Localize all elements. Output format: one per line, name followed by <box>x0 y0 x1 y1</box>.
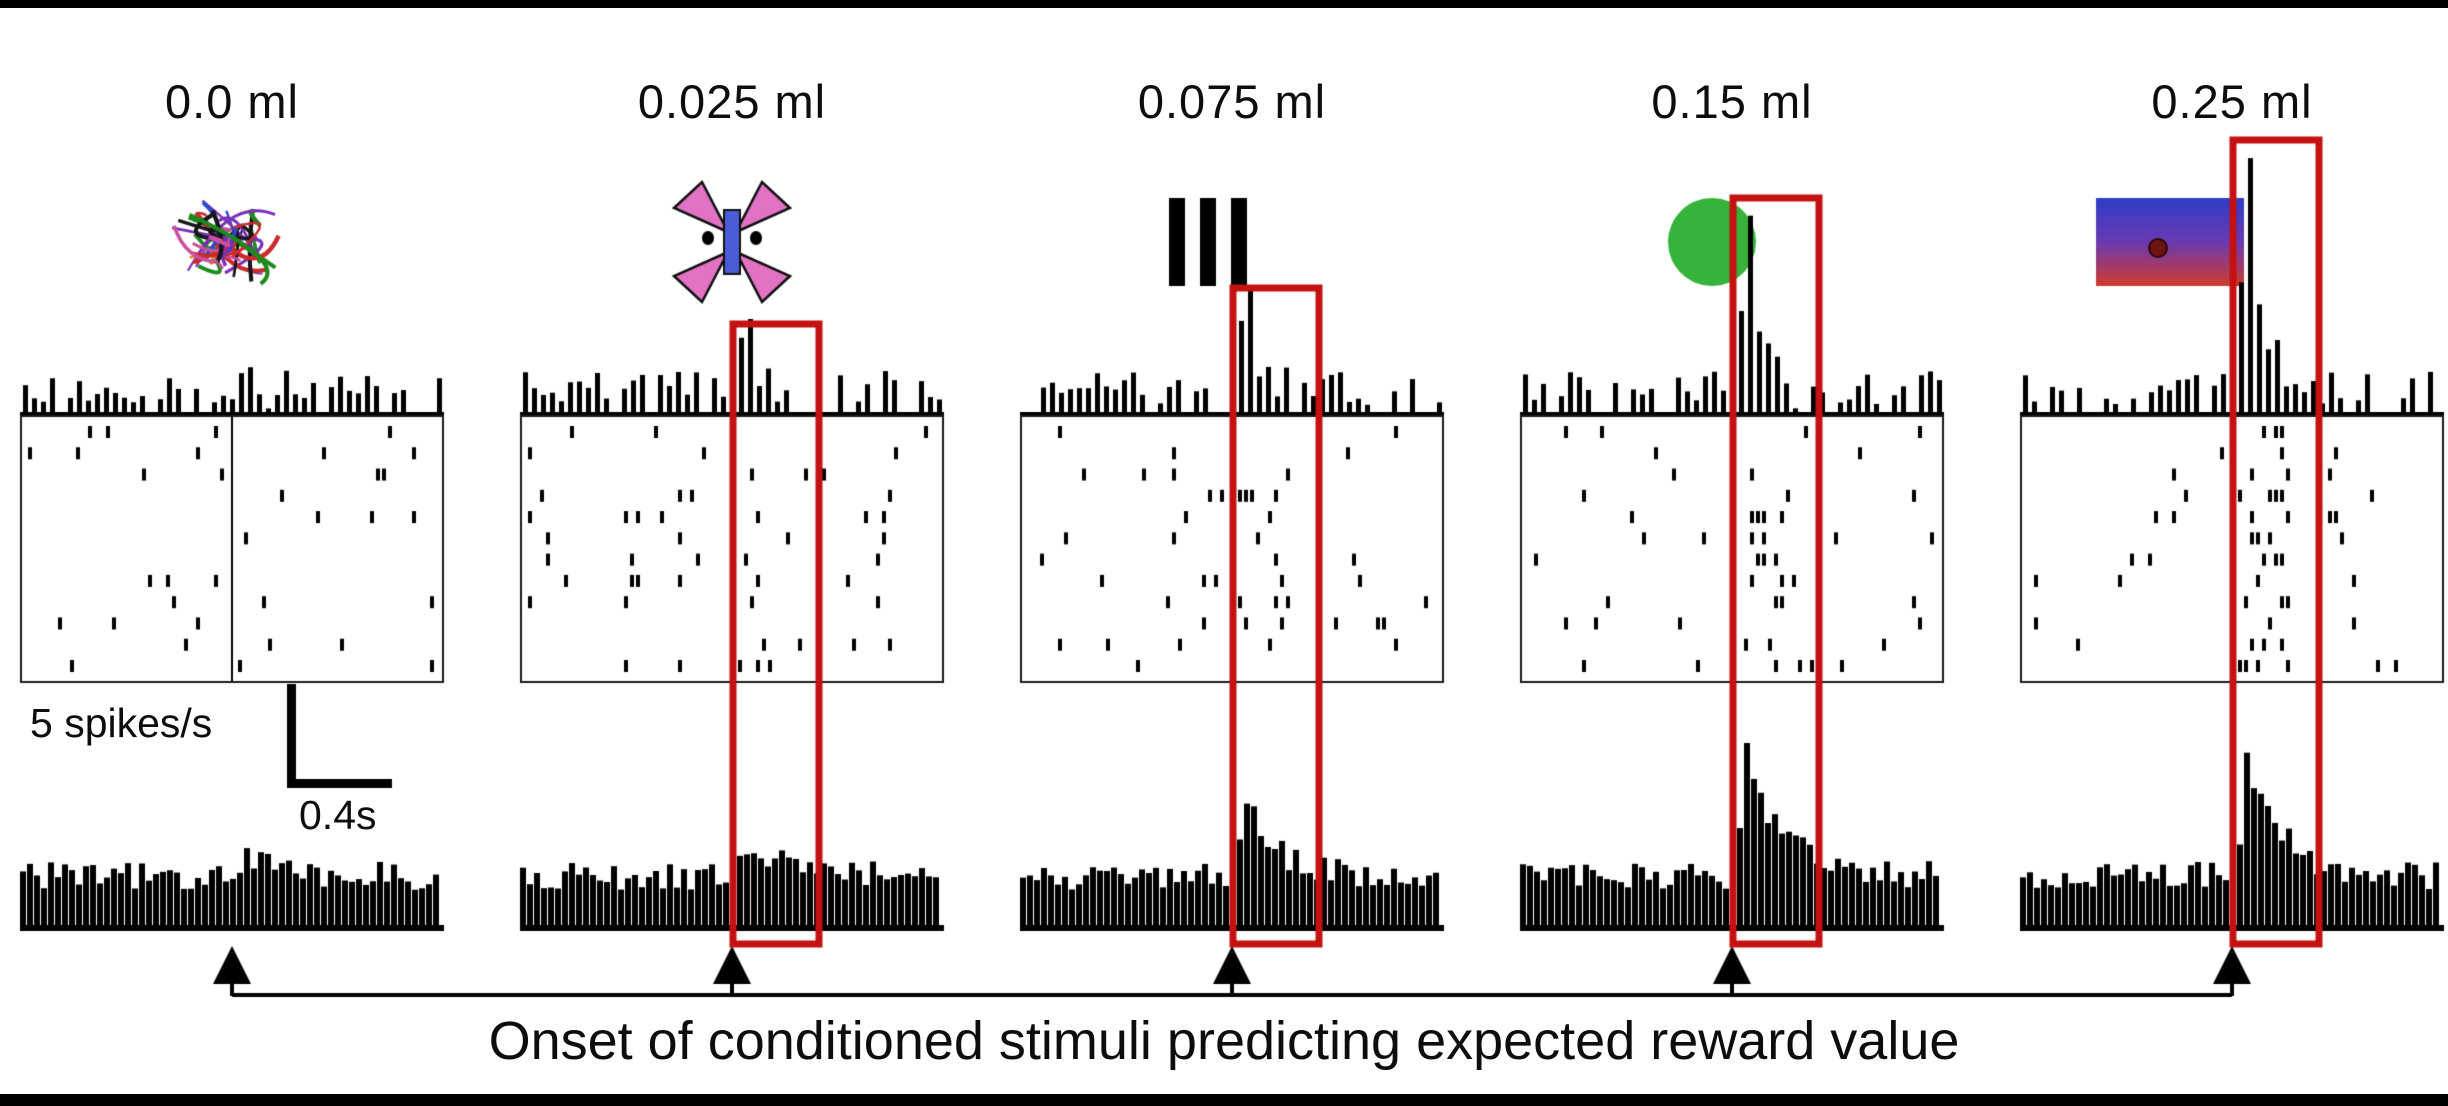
panel-title-0.075ml: 0.075 ml <box>1137 75 1327 128</box>
panel-title-0.0ml: 0.0 ml <box>165 75 299 128</box>
panel-title-0.25ml: 0.25 ml <box>2151 75 2313 128</box>
panel-title-0.15ml: 0.15 ml <box>1651 75 1813 128</box>
onset-caption: Onset of conditioned stimuli predicting … <box>488 1011 1960 1071</box>
bottom-border <box>0 1094 2448 1106</box>
scale-bar-rate-label: 5 spikes/s <box>30 700 213 746</box>
panel-title-0.025ml: 0.025 ml <box>637 75 827 128</box>
scale-bar-time-label: 0.4s <box>299 792 377 838</box>
